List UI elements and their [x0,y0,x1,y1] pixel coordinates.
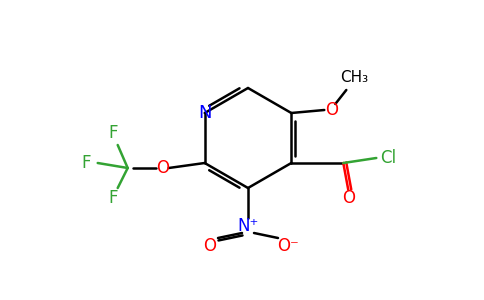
Text: O: O [342,189,355,207]
Text: O: O [325,101,338,119]
Text: F: F [108,124,118,142]
Text: F: F [81,154,91,172]
Text: CH₃: CH₃ [340,70,368,86]
Text: F: F [108,189,118,207]
Text: O⁻: O⁻ [277,237,299,255]
Text: O: O [203,237,216,255]
Text: N: N [198,104,212,122]
Text: Cl: Cl [380,149,396,167]
Text: O: O [156,159,169,177]
Text: N⁺: N⁺ [237,217,258,235]
